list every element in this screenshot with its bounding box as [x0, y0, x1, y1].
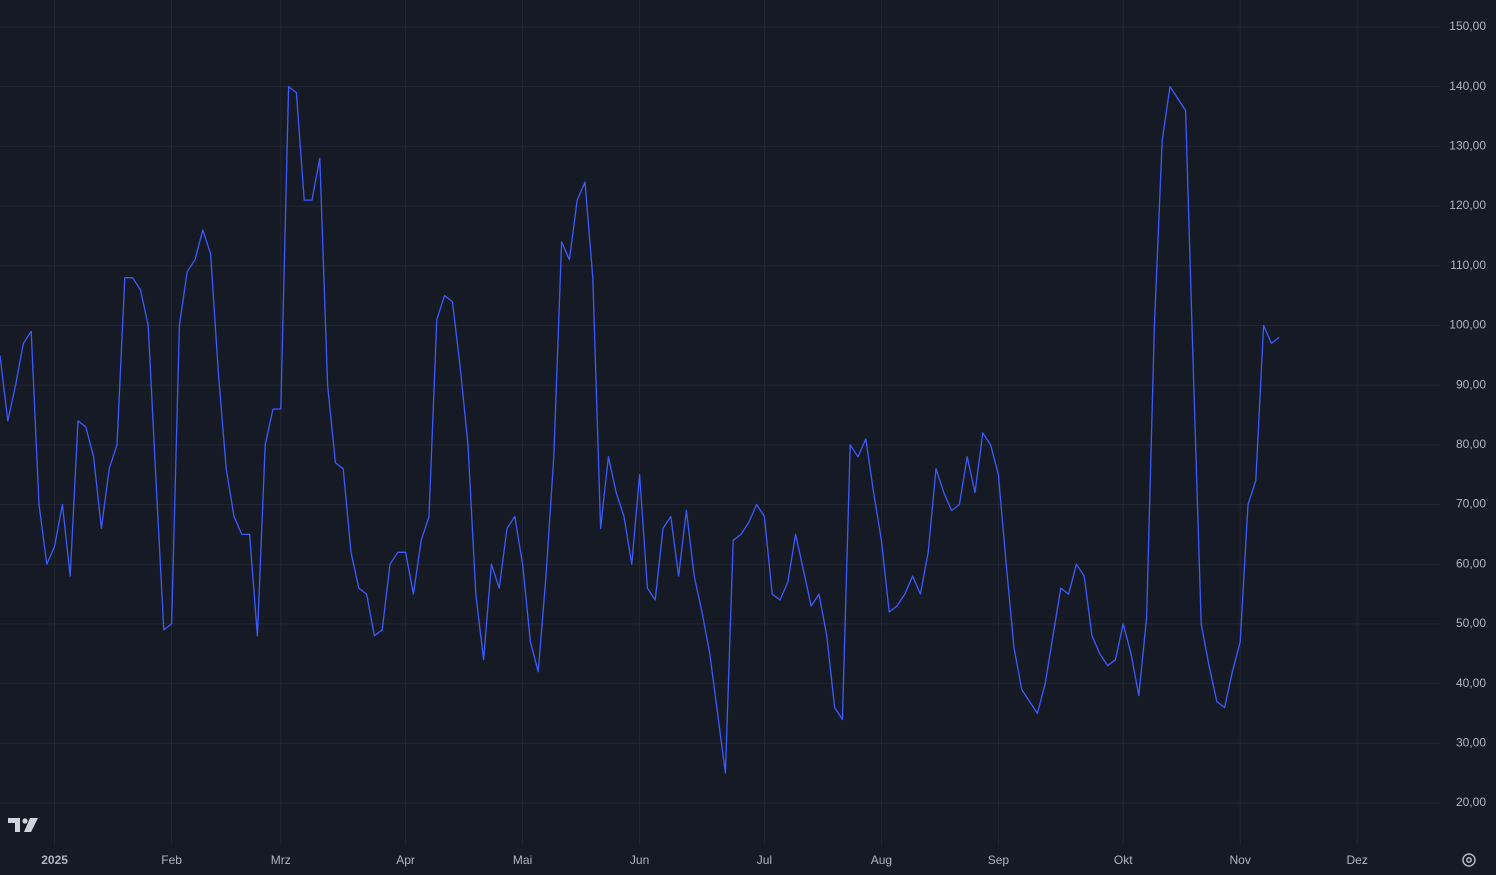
y-tick-label: 90,00 [1456, 377, 1486, 391]
x-tick-label: Nov [1230, 853, 1251, 867]
x-tick-label: Feb [161, 853, 182, 867]
x-tick-label: Mai [513, 853, 532, 867]
y-tick-label: 30,00 [1456, 735, 1486, 749]
y-tick-label: 100,00 [1449, 318, 1486, 332]
grid [0, 0, 1440, 845]
x-tick-label: 2025 [41, 853, 68, 867]
price-line [0, 86, 1280, 774]
x-tick-label: Okt [1114, 853, 1133, 867]
x-tick-label: Jun [630, 853, 649, 867]
logo [8, 818, 38, 832]
settings-icon[interactable] [1462, 853, 1476, 867]
x-tick-label: Jul [757, 853, 772, 867]
y-tick-label: 110,00 [1450, 258, 1486, 272]
y-tick-label: 20,00 [1456, 795, 1486, 809]
y-tick-label: 50,00 [1456, 616, 1486, 630]
y-tick-label: 130,00 [1449, 139, 1486, 153]
x-tick-label: Dez [1347, 853, 1368, 867]
y-tick-label: 40,00 [1456, 676, 1486, 690]
plot [0, 86, 1280, 774]
y-tick-label: 150,00 [1449, 19, 1486, 33]
x-tick-label: Aug [871, 853, 892, 867]
y-tick-label: 140,00 [1449, 79, 1486, 93]
y-tick-label: 60,00 [1456, 556, 1486, 570]
y-tick-label: 70,00 [1456, 497, 1486, 511]
y-tick-label: 120,00 [1449, 198, 1486, 212]
x-tick-label: Mrz [271, 853, 291, 867]
y-tick-label: 80,00 [1456, 437, 1486, 451]
x-tick-label: Sep [988, 853, 1010, 867]
x-tick-label: Apr [396, 853, 415, 867]
